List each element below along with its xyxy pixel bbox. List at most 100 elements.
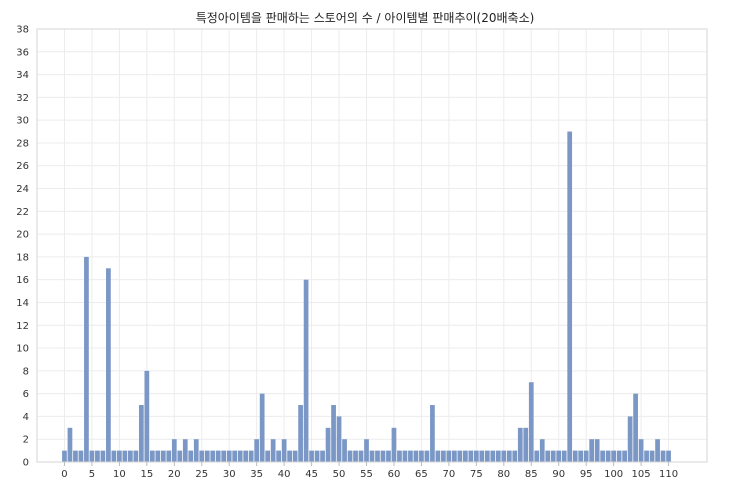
y-tick-label: 6 (23, 389, 29, 400)
bar (594, 439, 600, 462)
x-tick-label: 50 (333, 469, 346, 480)
bar (556, 450, 562, 462)
bar (572, 450, 578, 462)
bar (320, 450, 325, 462)
y-tick-label: 18 (16, 252, 29, 263)
bar (133, 450, 139, 462)
bar (649, 450, 655, 462)
bar (254, 439, 260, 462)
bar (386, 450, 391, 462)
bar (166, 450, 172, 462)
bar (583, 450, 589, 462)
x-tick-label: 40 (278, 469, 291, 480)
bar (528, 382, 534, 462)
bar (67, 427, 73, 462)
bar (303, 279, 309, 462)
plot-frame (36, 28, 708, 463)
x-tick-label: 70 (443, 469, 456, 480)
x-tick-label: 55 (360, 469, 373, 480)
bar (473, 450, 479, 462)
bar (666, 450, 671, 462)
x-tick-label: 80 (497, 469, 510, 480)
bar (314, 450, 320, 462)
bar (561, 450, 567, 462)
bar (424, 450, 430, 462)
x-tick-label: 10 (113, 469, 126, 480)
y-tick-label: 38 (16, 25, 29, 36)
bar (375, 450, 380, 462)
y-tick-label: 34 (16, 70, 29, 81)
x-tick-label: 105 (632, 469, 651, 480)
bar (402, 450, 408, 462)
y-tick-label: 10 (16, 344, 29, 355)
bar (111, 450, 117, 462)
bar (517, 427, 523, 462)
bar (117, 450, 122, 462)
bar (287, 450, 292, 462)
bar (638, 439, 644, 462)
bar (380, 450, 386, 462)
bar (127, 450, 133, 462)
bar (84, 256, 89, 462)
bar (495, 450, 501, 462)
bar (95, 450, 100, 462)
bar (325, 427, 331, 462)
x-tick-label: 20 (168, 469, 181, 480)
bar (292, 450, 298, 462)
bar (413, 450, 419, 462)
bar (479, 450, 485, 462)
x-tick-label: 5 (89, 469, 95, 480)
y-tick-label: 12 (16, 321, 29, 332)
bar (182, 439, 188, 462)
y-tick-label: 8 (23, 366, 29, 377)
bar (237, 450, 243, 462)
bar (539, 439, 545, 462)
bar (622, 450, 627, 462)
bar (188, 450, 194, 462)
bar (138, 405, 144, 462)
y-tick-label: 4 (23, 412, 29, 423)
y-tick-label: 24 (16, 184, 29, 195)
bars (62, 131, 671, 463)
bar (567, 131, 573, 463)
bar (78, 450, 84, 462)
x-tick-label: 85 (525, 469, 538, 480)
bar (342, 439, 347, 462)
x-tick-labels: 0 5 10 15 20 25 30 35 40 45 50 55 60 65 70 75 80 85 90 95 10… (61, 469, 678, 480)
bar (232, 450, 238, 462)
bar (430, 405, 435, 462)
axes (36, 28, 708, 466)
bar (193, 439, 199, 462)
bar (644, 450, 649, 462)
bar (655, 439, 660, 462)
bar (600, 450, 606, 462)
y-tick-label: 2 (23, 435, 29, 446)
bar (627, 416, 633, 462)
bar (550, 450, 556, 462)
bar (215, 450, 221, 462)
bar (484, 450, 490, 462)
bar (226, 450, 232, 462)
bar (160, 450, 166, 462)
bar (523, 427, 529, 462)
y-tick-label: 26 (16, 161, 29, 172)
x-tick-label: 0 (61, 469, 67, 480)
x-tick-label: 60 (388, 469, 401, 480)
bar (106, 268, 111, 462)
y-tick-label: 28 (16, 138, 29, 149)
bar (364, 439, 369, 462)
bar (578, 450, 584, 462)
bar (358, 450, 364, 462)
bar (177, 450, 183, 462)
x-tick-label: 45 (305, 469, 318, 480)
bar (441, 450, 446, 462)
bar (501, 450, 507, 462)
x-tick-label: 15 (140, 469, 153, 480)
bar (270, 439, 276, 462)
x-tick-label: 90 (552, 469, 565, 480)
bar (452, 450, 457, 462)
bar (100, 450, 106, 462)
y-tick-label: 14 (16, 298, 29, 309)
bar (276, 450, 282, 462)
y-tick-label: 16 (16, 275, 29, 286)
